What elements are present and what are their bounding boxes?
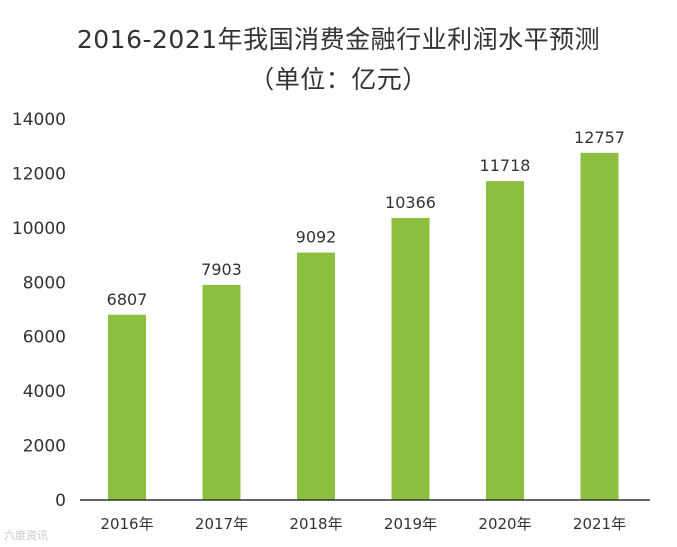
chart-title: 2016-2021年我国消费金融行业利润水平预测 [76,25,601,54]
x-category-label: 2018年 [289,515,342,533]
y-axis-labels: 0 2000 4000 6000 8000 10000 12000 14000 [12,110,66,511]
y-tick-label: 8000 [23,273,66,293]
y-tick-label: 14000 [12,110,66,130]
bar [391,217,430,500]
y-tick-label: 4000 [23,382,66,402]
y-tick-label: 10000 [12,219,66,239]
chart-subtitle: （单位：亿元） [249,65,428,94]
y-tick-label: 12000 [12,164,66,184]
y-tick-label: 0 [55,491,66,511]
bar-value-label: 12757 [574,128,625,147]
y-tick-label: 6000 [23,328,66,348]
bar [202,284,241,500]
bar-value-label: 6807 [107,290,148,309]
bar [580,152,619,500]
bar [486,181,524,500]
x-category-label: 2020年 [478,515,531,533]
bar [108,314,146,500]
watermark-logo: 六度资讯 [4,529,48,542]
x-category-label: 2016年 [100,515,153,533]
x-category-label: 2017年 [195,515,248,533]
bar [297,252,335,500]
bar-value-label: 9092 [296,228,337,247]
bars [108,152,619,500]
bar-value-label: 7903 [201,260,242,279]
bar-value-label: 10366 [385,193,436,212]
x-category-label: 2019年 [384,515,437,533]
data-labels: 6807 7903 9092 10366 11718 12757 [107,128,625,309]
x-category-label: 2021年 [573,515,626,533]
bar-value-label: 11718 [480,156,531,175]
x-axis-labels: 2016年 2017年 2018年 2019年 2020年 2021年 [100,515,626,533]
y-tick-label: 2000 [23,437,66,457]
